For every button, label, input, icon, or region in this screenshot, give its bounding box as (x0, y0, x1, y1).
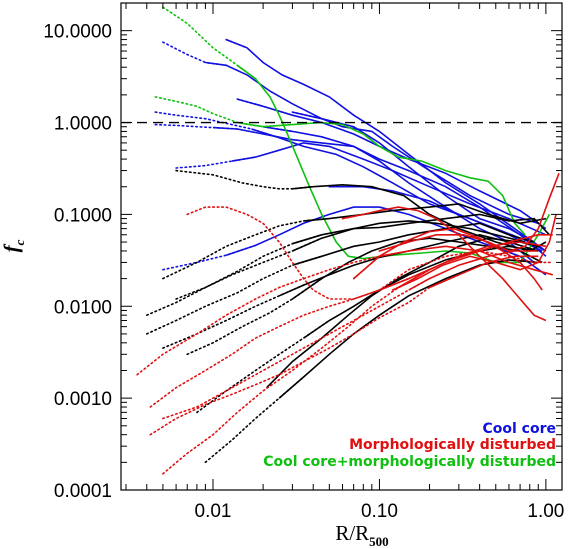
series-22-extrapolated-line (186, 206, 554, 300)
legend-entry-morphologically-disturbed: Morphologically disturbed (349, 437, 556, 453)
legend-entry-cool-core: Cool core (483, 421, 557, 437)
series-1-line (251, 128, 543, 252)
x-tick-label: 1.00 (527, 501, 564, 522)
legend-entry-cool-core-disturbed: Cool core+morphologically disturbed (263, 454, 556, 470)
series-15-extrapolated-line (146, 255, 323, 335)
legend: Cool core Morphologically disturbed Cool… (263, 421, 556, 470)
y-tick-label: 0.0100 (54, 297, 112, 318)
series-15-line (292, 222, 535, 266)
x-tick-label: 0.01 (195, 501, 232, 522)
series-27-line (429, 255, 539, 289)
y-axis-title: fc (0, 239, 27, 252)
series-6-extrapolated-line (162, 244, 257, 271)
x-axis-title-main: R/R (335, 521, 369, 545)
series-10-extrapolated-line (162, 6, 257, 80)
series-21-line (266, 237, 539, 389)
series-0-line (205, 61, 539, 225)
y-tick-label: 0.1000 (54, 205, 112, 226)
series-14-extrapolated-line (146, 234, 323, 316)
series-20-line (292, 220, 526, 252)
series-16-line (278, 233, 539, 297)
series-30-line (379, 173, 560, 252)
series-26-line (408, 250, 539, 291)
y-axis: 0.0001 0.0010 0.0100 0.1000 1.0000 10.0000 (43, 2, 562, 502)
series-25-extrapolated-line (162, 268, 431, 475)
series-19-extrapolated-line (186, 277, 323, 356)
y-tick-label: 0.0001 (54, 481, 112, 502)
x-tick-label: 0.10 (361, 501, 398, 522)
series-3-line (212, 126, 547, 257)
series-31-line (392, 214, 557, 291)
series-14-line (292, 213, 550, 245)
series-7-line (262, 125, 535, 264)
series-4-line (225, 38, 547, 252)
series-0-extrapolated-line (162, 41, 227, 67)
y-tick-label: 1.0000 (54, 114, 112, 135)
series-27-extrapolated-line (149, 274, 460, 436)
series-23-extrapolated-line (136, 250, 410, 376)
series-24-line (379, 234, 553, 291)
series-8-line (292, 111, 535, 243)
series-26-extrapolated-line (162, 277, 431, 420)
y-tick-label: 0.0010 (54, 389, 112, 410)
series-1-extrapolated-line (154, 111, 278, 138)
series-29-line (353, 227, 543, 291)
series-28-line (342, 206, 547, 322)
series-12-extrapolated-line (175, 169, 314, 190)
series-3-extrapolated-line (154, 123, 239, 130)
plot-lines (136, 6, 560, 475)
series-25-line (398, 241, 547, 289)
x-axis-title-subscript: 500 (369, 534, 389, 549)
series-24-extrapolated-line (149, 277, 410, 408)
x-axis: 0.01 0.10 1.00 (125, 3, 564, 522)
y-axis-title-main: f (0, 243, 23, 252)
plot-frame (120, 2, 563, 491)
y-tick-label: 10.0000 (43, 22, 112, 43)
series-11-line (237, 121, 526, 236)
y-axis-title-subscript: c (12, 239, 27, 245)
x-axis-title: R/R500 (335, 521, 388, 549)
